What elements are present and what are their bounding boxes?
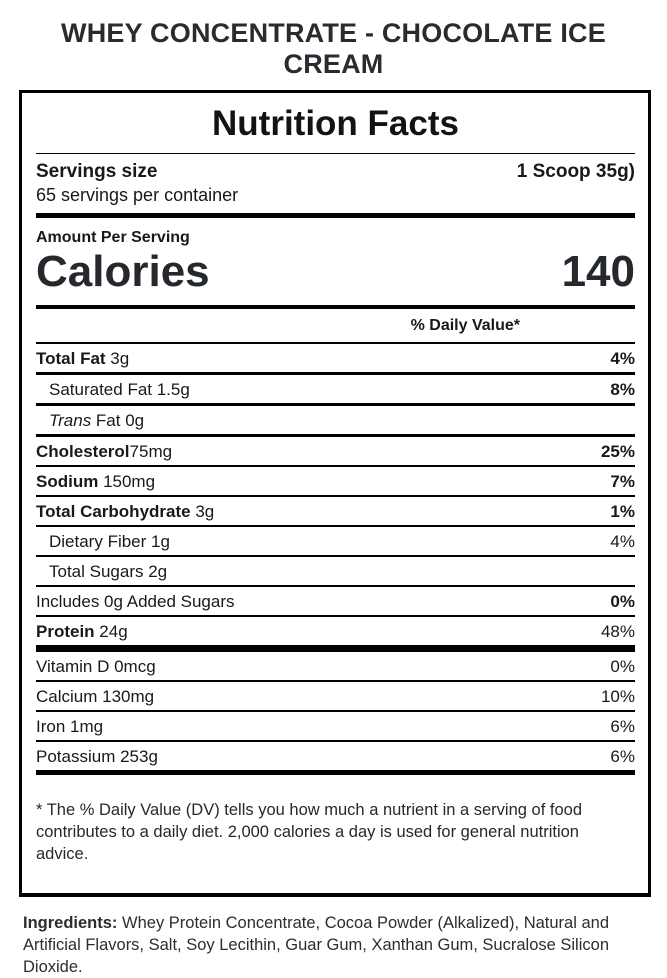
daily-value: 0% (610, 657, 635, 677)
daily-value: 8% (610, 380, 635, 400)
nutrient-name: Calcium 130mg (36, 687, 154, 707)
divider-thick-bar (36, 212, 635, 218)
daily-value-footnote: * The % Daily Value (DV) tells you how m… (36, 800, 582, 863)
nutrient-name: Trans Fat 0g (49, 411, 144, 431)
nutrient-row: Includes 0g Added Sugars 0% (36, 587, 635, 618)
nutrient-lead: Total Fat (36, 349, 106, 369)
nutrient-rows-group: Total Fat 3g 4% Saturated Fat 1.5g 8% Tr… (36, 344, 635, 645)
servings-per-container: 65 servings per container (36, 184, 239, 205)
daily-value: 25% (600, 442, 635, 462)
divider-thick-bar (36, 770, 635, 776)
nutrient-lead: Saturated Fat 1.5g (49, 380, 190, 400)
nutrient-name: Total Carbohydrate 3g (36, 502, 214, 522)
nutrient-rest: 3g (105, 349, 130, 369)
nutrient-row: Total Sugars 2g (36, 557, 635, 588)
nutrient-rest: Fat 0g (91, 411, 145, 431)
daily-value: 48% (600, 622, 635, 642)
nutrient-name: Dietary Fiber 1g (49, 532, 170, 552)
nutrition-facts-label: Nutrition Facts Servings size 1 Scoop 35… (19, 90, 651, 898)
nutrient-name: Iron 1mg (36, 717, 103, 737)
nutrient-name: Cholesterol75mg (36, 442, 172, 462)
daily-value: 1% (610, 502, 635, 522)
nutrient-name: Includes 0g Added Sugars (36, 592, 234, 612)
daily-value: 0% (610, 592, 635, 612)
nutrient-rest: 3g (190, 502, 215, 522)
nutrient-lead: Iron 1mg (36, 717, 104, 737)
serving-size-value: 1 Scoop 35g) (516, 160, 635, 182)
nutrient-rest: 150mg (98, 472, 156, 492)
divider-medium-bar (36, 305, 635, 310)
nutrient-name: Protein 24g (36, 622, 128, 642)
nutrient-lead: Includes 0g Added Sugars (36, 592, 235, 612)
divider-thick-bar (36, 645, 635, 653)
nutrient-row: Total Fat 3g 4% (36, 344, 635, 376)
ingredients-text: Whey Protein Concentrate, Cocoa Powder (… (23, 914, 610, 977)
nutrient-row: Iron 1mg 6% (36, 712, 635, 743)
nutrient-row: Dietary Fiber 1g 4% (36, 527, 635, 558)
nutrient-name: Total Sugars 2g (49, 562, 167, 582)
calories-value: 140 (561, 246, 635, 296)
nutrient-lead: Potassium 253g (36, 747, 158, 767)
daily-value: 7% (610, 472, 635, 492)
nutrient-name: Saturated Fat 1.5g (49, 380, 190, 400)
nutrient-lead: Sodium (36, 472, 99, 492)
vitamin-rows-group: Vitamin D 0mcg 0% Calcium 130mg 10% Iron… (36, 652, 635, 770)
nutrient-lead: Dietary Fiber 1g (49, 532, 170, 552)
nutrient-row: Saturated Fat 1.5g 8% (36, 375, 635, 407)
nutrient-name: Potassium 253g (36, 747, 158, 767)
nutrient-lead: Trans (49, 411, 92, 431)
daily-value: 6% (610, 717, 635, 737)
calories-label: Calories (36, 246, 210, 296)
nutrient-name: Total Fat 3g (36, 349, 129, 369)
amount-per-serving-label: Amount Per Serving (36, 228, 190, 246)
nutrient-row: Sodium 150mg 7% (36, 467, 635, 498)
nutrient-row: Potassium 253g 6% (36, 742, 635, 770)
nutrient-rest: 75mg (129, 442, 173, 462)
nutrient-row: Cholesterol75mg 25% (36, 437, 635, 468)
ingredients-paragraph: Ingredients: Whey Protein Concentrate, C… (23, 912, 645, 978)
ingredients-label: Ingredients: (23, 914, 118, 933)
calories-row: Calories 140 (36, 248, 635, 296)
divider-hairline (36, 152, 635, 154)
nutrient-rest: 24g (94, 622, 128, 642)
nutrient-name: Vitamin D 0mcg (36, 657, 156, 677)
nutrient-lead: Cholesterol (36, 442, 130, 462)
nutrient-row: Protein 24g 48% (36, 617, 635, 645)
nutrient-lead: Calcium 130mg (36, 687, 155, 707)
nutrient-name: Sodium 150mg (36, 472, 155, 492)
daily-value: 6% (610, 747, 635, 767)
nutrient-row: Trans Fat 0g (36, 406, 635, 438)
servings-size-label: Servings size (36, 160, 158, 182)
daily-value: 4% (610, 532, 635, 552)
nutrient-row: Calcium 130mg 10% (36, 682, 635, 713)
nutrient-lead: Total Carbohydrate (36, 502, 191, 522)
daily-value-header: % Daily Value* (36, 309, 635, 345)
daily-value: 4% (610, 349, 635, 369)
nutrition-facts-heading: Nutrition Facts (212, 104, 459, 144)
servings-size-row: Servings size 1 Scoop 35g) (36, 154, 635, 183)
daily-value: 10% (600, 687, 635, 707)
product-title: WHEY CONCENTRATE - CHOCOLATE ICE CREAM (61, 18, 606, 80)
nutrient-row: Total Carbohydrate 3g 1% (36, 497, 635, 528)
nutrient-lead: Total Sugars 2g (49, 562, 168, 582)
nutrient-lead: Protein (36, 622, 95, 642)
nutrient-lead: Vitamin D 0mcg (36, 657, 156, 677)
nutrient-row: Vitamin D 0mcg 0% (36, 652, 635, 683)
